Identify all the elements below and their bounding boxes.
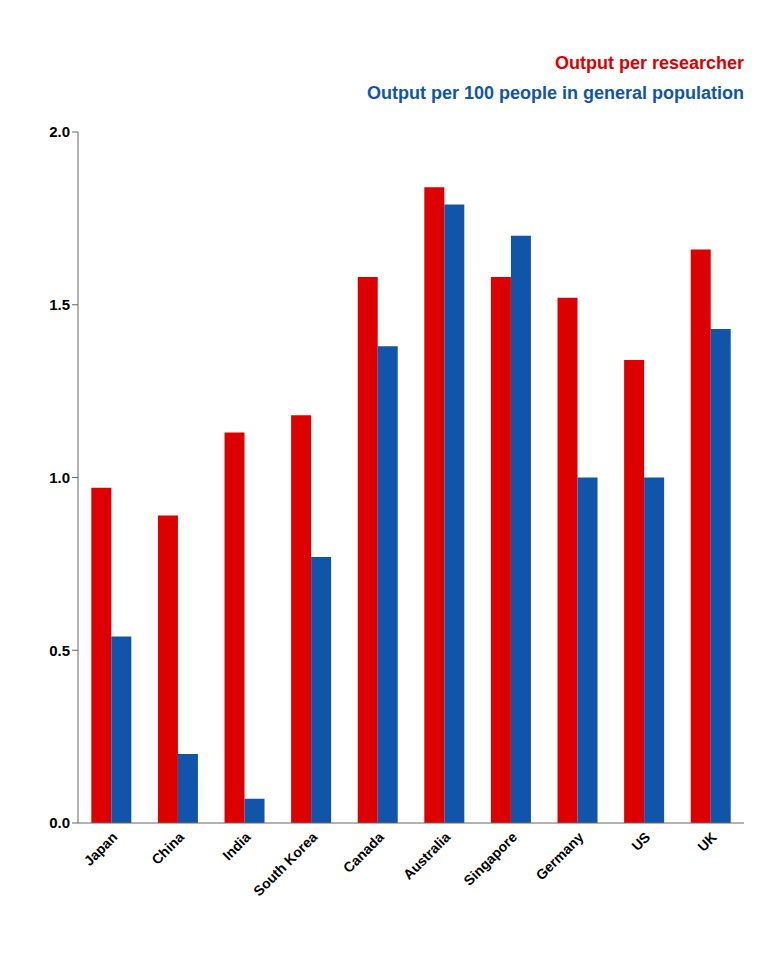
svg-text:Australia: Australia	[400, 829, 454, 883]
svg-text:Germany: Germany	[532, 829, 586, 883]
svg-text:Singapore: Singapore	[460, 829, 520, 889]
svg-text:2.0: 2.0	[49, 123, 70, 140]
svg-text:UK: UK	[694, 829, 720, 855]
html-text:Output per researcher: Output per researcher	[554, 53, 744, 73]
svg-text:Canada: Canada	[340, 829, 387, 876]
svg-text:0.0: 0.0	[49, 814, 70, 831]
html-text:Output per 100 people in gener: Output per 100 people in general populat…	[367, 83, 744, 103]
svg-text:Japan: Japan	[81, 829, 121, 869]
svg-text:India: India	[219, 829, 254, 864]
svg-text:1.0: 1.0	[49, 469, 70, 486]
svg-text:US: US	[628, 829, 653, 854]
svg-text:0.5: 0.5	[49, 642, 70, 659]
svg-text:China: China	[148, 829, 187, 868]
svg-text:1.5: 1.5	[49, 296, 70, 313]
svg-text:South Korea: South Korea	[250, 829, 320, 899]
